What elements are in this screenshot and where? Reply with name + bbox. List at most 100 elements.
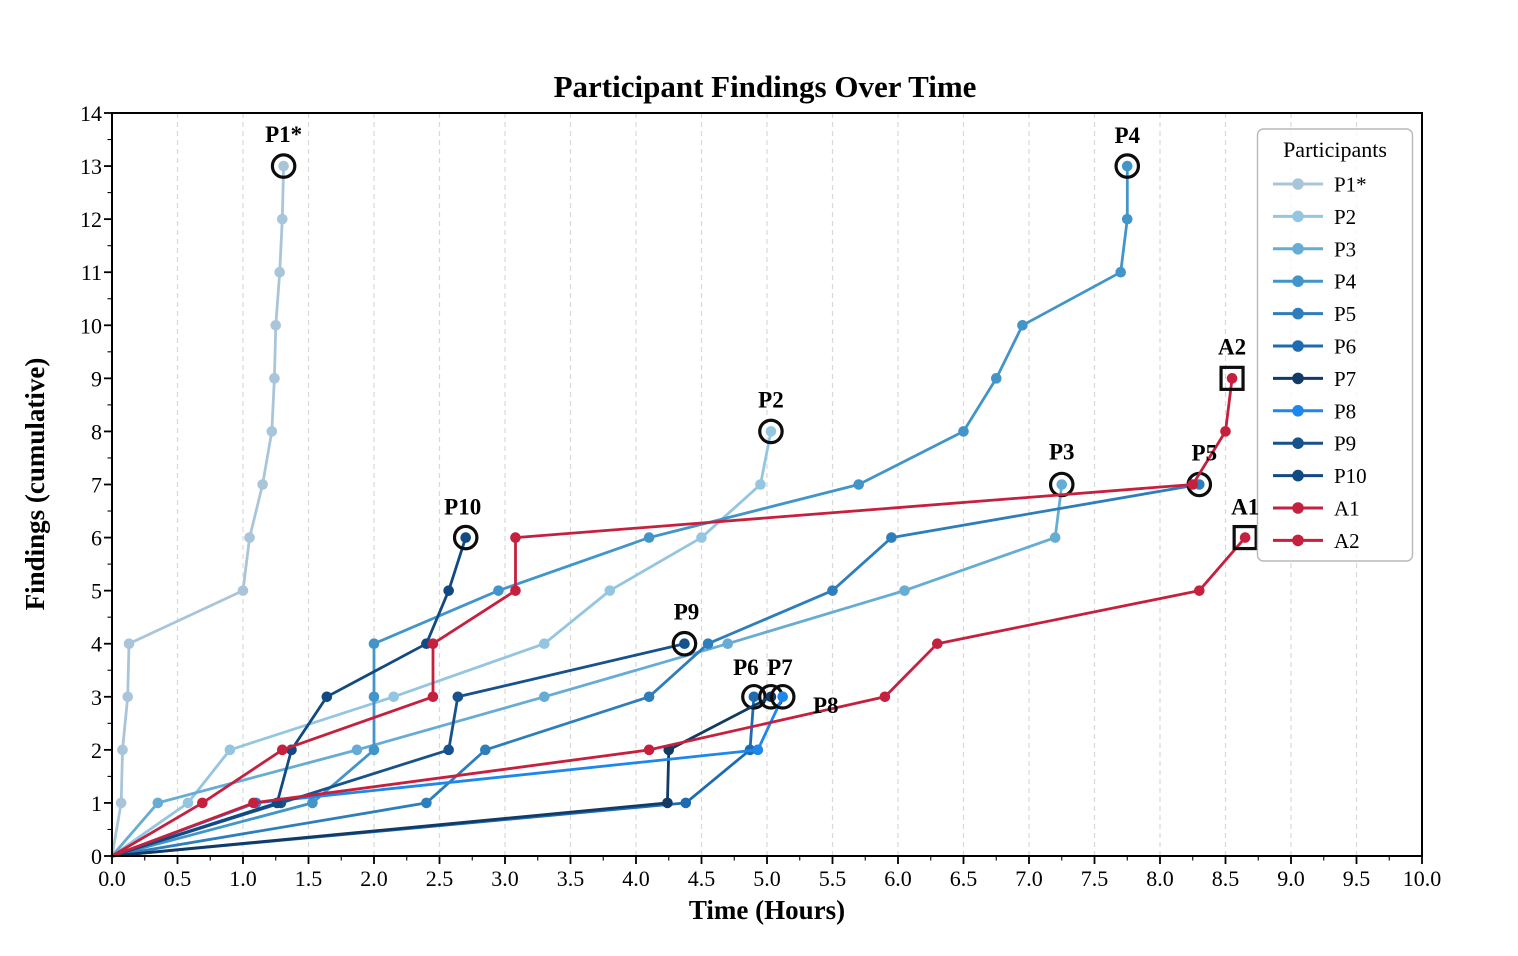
x-tick-label: 0.5 [164, 866, 192, 891]
legend-item-P5: P5 [1273, 302, 1356, 326]
legend: Participants P1* P2 P3 P4 P5 P6 P7 P8 P9 P10 A1 A2 [1256, 128, 1414, 562]
data-point-P7 [662, 797, 673, 809]
y-tick-label: 8 [91, 419, 102, 444]
data-point-A1 [879, 691, 891, 703]
data-point-P6 [748, 691, 760, 703]
data-point-P4 [368, 744, 380, 756]
y-tick-label: 13 [80, 154, 102, 179]
x-tick-label: 5.5 [819, 866, 847, 891]
data-point-P4 [643, 532, 655, 543]
x-tick-label: 3.0 [491, 866, 519, 891]
x-tick-label: 9.5 [1343, 866, 1371, 891]
legend-swatch-dot [1292, 210, 1304, 223]
legend-label: A1 [1334, 497, 1360, 521]
legend-swatch-dot [1292, 372, 1304, 385]
end-marker-circle-P2 [758, 418, 784, 445]
series-line-P1* [110, 164, 285, 858]
data-point-P1* [257, 479, 268, 490]
data-point-A1 [643, 744, 655, 756]
x-tick-label: 3.5 [557, 866, 585, 891]
legend-swatch-dot [1292, 275, 1304, 288]
data-point-P2 [539, 638, 550, 650]
y-tick-label: 9 [91, 366, 102, 391]
data-point-P2 [696, 532, 707, 543]
end-marker-circle-P8 [769, 683, 796, 710]
series-annotation-P5: P5 [1192, 441, 1218, 466]
x-tick-label: 7.0 [1015, 866, 1043, 891]
legend-label: P1* [1334, 173, 1367, 197]
x-tick-label: 8.5 [1212, 866, 1240, 891]
end-marker-square-A1 [1232, 524, 1258, 551]
data-point-P1* [266, 426, 278, 437]
series-line-P7 [110, 695, 773, 858]
series-annotation-P9: P9 [674, 600, 700, 625]
data-point-P6 [680, 797, 692, 809]
y-tick-label: 5 [91, 579, 102, 604]
series-annotation-P2: P2 [758, 387, 784, 412]
data-point-A2 [197, 797, 208, 809]
legend-item-P1*: P1* [1273, 173, 1367, 197]
data-point-P4 [368, 638, 380, 650]
legend-label: P4 [1334, 270, 1357, 294]
series-line-P4 [110, 164, 1129, 858]
data-point-A1 [248, 797, 259, 809]
data-point-P4 [1121, 160, 1133, 172]
data-point-P5 [827, 585, 838, 596]
series-line-P3 [110, 483, 1064, 858]
data-point-A2 [1220, 426, 1231, 437]
series-lines [110, 153, 1258, 858]
legend-item-P6: P6 [1273, 335, 1356, 359]
data-point-P3 [1056, 479, 1068, 490]
y-tick-label: 0 [91, 844, 102, 869]
legend-swatch-dot [1292, 178, 1304, 190]
legend-item-P2: P2 [1273, 205, 1356, 229]
y-tick-label: 10 [80, 313, 102, 338]
legend-item-P3: P3 [1273, 237, 1356, 261]
data-point-A2 [427, 691, 439, 703]
data-point-P1* [274, 266, 285, 278]
legend-item-P8: P8 [1273, 399, 1356, 423]
end-marker-circle-P1* [270, 153, 297, 179]
y-tick-label: 1 [91, 791, 102, 816]
data-point-P9 [679, 638, 690, 650]
legend-swatch-dot [1292, 534, 1304, 547]
y-tick-label: 4 [91, 632, 102, 657]
end-marker-circle-P9 [671, 630, 698, 657]
x-tick-label: 4.5 [688, 866, 716, 891]
data-point-P3 [899, 585, 910, 596]
legend-box [1256, 128, 1414, 562]
x-tick-label: 8.0 [1146, 866, 1174, 891]
data-point-A2 [277, 744, 288, 756]
data-point-P10 [321, 691, 333, 703]
data-point-P4 [1017, 319, 1028, 331]
series-annotation-P6: P6 [733, 655, 759, 680]
legend-item-P7: P7 [1273, 367, 1356, 391]
series-annotation-P3: P3 [1049, 440, 1075, 465]
y-tick-label: 3 [91, 685, 102, 710]
axes: 0.0 0.5 1.0 1.5 2.0 2.5 3.0 3.5 4.0 4.5 5.0 5.5 6.0 6… [80, 101, 1441, 891]
legend-label: P2 [1334, 205, 1356, 229]
data-point-P1* [122, 691, 134, 703]
data-point-A1 [932, 638, 943, 650]
series-annotation-P1*: P1* [265, 122, 302, 147]
end-marker-circle-P6 [741, 683, 767, 710]
series-annotation-P8: P8 [813, 693, 839, 718]
data-point-P2 [755, 479, 766, 490]
data-point-P1* [278, 160, 289, 172]
series-annotations: P1* P2 P3 P4 P5 P6 P7 P8 P9 P10 A1 A2 [265, 122, 1259, 718]
series-annotation-P10: P10 [444, 495, 481, 520]
legend-label: P8 [1334, 399, 1356, 423]
data-point-P9 [452, 691, 464, 703]
data-point-P1* [244, 532, 255, 543]
data-point-A2 [427, 638, 439, 650]
y-tick-label: 7 [91, 473, 102, 498]
x-tick-label: 7.5 [1081, 866, 1109, 891]
legend-label: P6 [1334, 335, 1356, 359]
legend-swatch-dot [1292, 405, 1304, 417]
series-annotation-P7: P7 [767, 655, 793, 680]
legend-swatch-dot [1292, 340, 1304, 352]
x-axis-label: Time (Hours) [689, 895, 845, 925]
y-tick-label: 6 [91, 526, 102, 551]
